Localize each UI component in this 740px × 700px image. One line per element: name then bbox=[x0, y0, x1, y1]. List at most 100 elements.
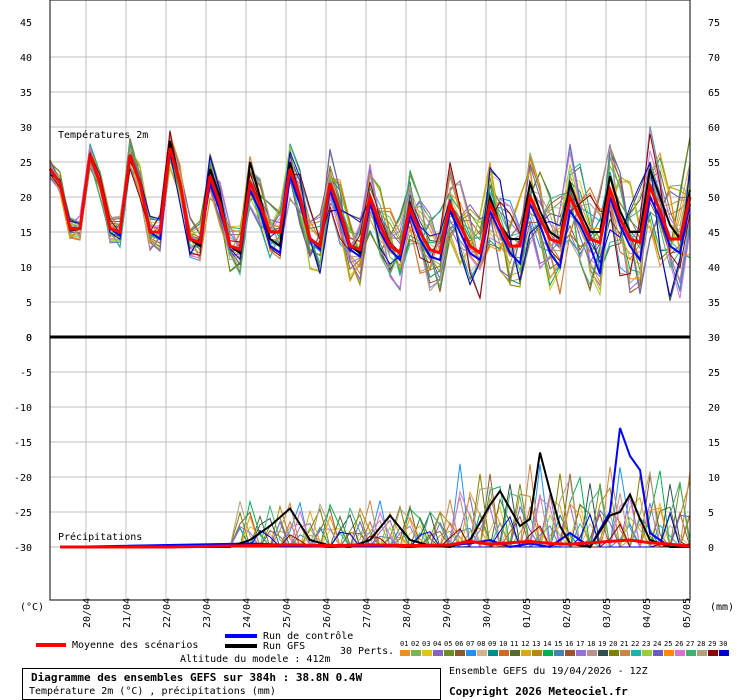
date-tick: 30/04 bbox=[482, 598, 493, 628]
pert-id: 08 bbox=[477, 640, 486, 648]
perts-label: 30 Perts. bbox=[340, 646, 395, 657]
legend-mean: Moyenne des scénarios bbox=[36, 640, 198, 651]
run-label: Ensemble GEFS du 19/04/2026 - 12Z bbox=[449, 666, 648, 677]
precip-ytick-left: -25 bbox=[14, 508, 32, 519]
pert-swatch bbox=[455, 650, 465, 656]
pert-id: 28 bbox=[697, 640, 706, 648]
altitude-label: Altitude du modele : 412m bbox=[180, 654, 331, 665]
date-tick: 01/05 bbox=[522, 598, 533, 628]
pert-id: 11 bbox=[510, 640, 519, 648]
pert-id: 23 bbox=[642, 640, 651, 648]
temp-ytick-right: 65 bbox=[708, 88, 720, 99]
pert-swatch bbox=[653, 650, 663, 656]
date-tick: 20/04 bbox=[82, 598, 93, 628]
date-tick: 25/04 bbox=[282, 598, 293, 628]
pert-id: 21 bbox=[620, 640, 629, 648]
ylabel-left: (°C) bbox=[20, 602, 44, 613]
temp-ytick-right: 45 bbox=[708, 228, 720, 239]
precip-ytick-right: 0 bbox=[708, 543, 714, 554]
pert-id: 16 bbox=[565, 640, 574, 648]
temp-ytick-left: 20 bbox=[20, 193, 32, 204]
temp-ytick-right: 75 bbox=[708, 18, 720, 29]
pert-swatch bbox=[488, 650, 498, 656]
pert-id: 24 bbox=[653, 640, 662, 648]
date-tick: 26/04 bbox=[322, 598, 333, 628]
copyright-label: Copyright 2026 Meteociel.fr bbox=[449, 685, 628, 698]
pert-id: 25 bbox=[664, 640, 673, 648]
precip-series-mean bbox=[60, 538, 691, 549]
precip-ytick-left: -30 bbox=[14, 543, 32, 554]
pert-id: 19 bbox=[598, 640, 607, 648]
precip-ytick-right: 10 bbox=[708, 473, 720, 484]
pert-id: 10 bbox=[499, 640, 508, 648]
pert-swatch bbox=[532, 650, 542, 656]
footer-title: Diagramme des ensembles GEFS sur 384h : … bbox=[31, 671, 363, 684]
pert-id: 20 bbox=[609, 640, 618, 648]
pert-id: 18 bbox=[587, 640, 596, 648]
pert-id: 12 bbox=[521, 640, 530, 648]
pert-swatch bbox=[499, 650, 509, 656]
pert-id: 07 bbox=[466, 640, 475, 648]
pert-swatch bbox=[708, 650, 718, 656]
pert-swatch bbox=[510, 650, 520, 656]
date-tick: 23/04 bbox=[202, 598, 213, 628]
temp-series-mean bbox=[48, 147, 692, 256]
precip-ytick-left: -20 bbox=[14, 473, 32, 484]
legend-gfs: Run GFS bbox=[225, 641, 305, 652]
pert-swatch bbox=[422, 650, 432, 656]
pert-id: 01 bbox=[400, 640, 409, 648]
pert-swatch bbox=[433, 650, 443, 656]
pert-id: 04 bbox=[433, 640, 442, 648]
pert-swatch bbox=[543, 650, 553, 656]
grid-lines bbox=[50, 0, 690, 600]
date-tick: 21/04 bbox=[122, 598, 133, 628]
precip-ytick-right: 15 bbox=[708, 438, 720, 449]
pert-swatch bbox=[565, 650, 575, 656]
date-tick: 24/04 bbox=[242, 598, 253, 628]
pert-swatch bbox=[642, 650, 652, 656]
precip-ytick-left: -15 bbox=[14, 438, 32, 449]
plot-frames bbox=[49, 0, 691, 601]
pert-swatch bbox=[631, 650, 641, 656]
temp-panel-title: Températures 2m bbox=[58, 129, 148, 141]
date-tick: 27/04 bbox=[362, 598, 373, 628]
control-swatch bbox=[225, 634, 257, 638]
legend-control-label: Run de contrôle bbox=[263, 631, 354, 642]
pert-id: 05 bbox=[444, 640, 453, 648]
temp-ytick-right: 50 bbox=[708, 193, 720, 204]
pert-swatch bbox=[719, 650, 729, 656]
temp-ytick-left: 0 bbox=[26, 333, 32, 344]
pert-swatch bbox=[444, 650, 454, 656]
temp-ytick-right: 70 bbox=[708, 53, 720, 64]
pert-swatch bbox=[686, 650, 696, 656]
temp-ytick-left: 35 bbox=[20, 88, 32, 99]
temp-ytick-right: 35 bbox=[708, 298, 720, 309]
temp-ytick-left: 5 bbox=[26, 298, 32, 309]
pert-id: 30 bbox=[719, 640, 728, 648]
temp-ytick-left: 25 bbox=[20, 158, 32, 169]
temp-ytick-left: 10 bbox=[20, 263, 32, 274]
date-tick: 29/04 bbox=[442, 598, 453, 628]
pert-id: 15 bbox=[554, 640, 563, 648]
gefs-ensemble-chart: 4540353025201510507570656055504540350-5-… bbox=[14, 0, 734, 628]
footer-info-box: Diagramme des ensembles GEFS sur 384h : … bbox=[22, 668, 441, 700]
gfs-swatch bbox=[225, 644, 257, 648]
footer-subtitle: Température 2m (°C) , précipitations (mm… bbox=[29, 686, 276, 697]
mean-swatch bbox=[36, 643, 66, 647]
pert-swatch bbox=[477, 650, 487, 656]
temp-ytick-left: 40 bbox=[20, 53, 32, 64]
date-tick: 22/04 bbox=[162, 598, 173, 628]
pert-swatch bbox=[400, 650, 410, 656]
legend-mean-label: Moyenne des scénarios bbox=[72, 640, 199, 651]
temp-ytick-right: 55 bbox=[708, 158, 720, 169]
temp-pert-line bbox=[49, 143, 691, 295]
precip-ytick-left: -5 bbox=[20, 368, 32, 379]
precip-series-gfs bbox=[60, 452, 690, 549]
pert-id: 09 bbox=[488, 640, 497, 648]
pert-swatch bbox=[576, 650, 586, 656]
legend-gfs-label: Run GFS bbox=[263, 641, 306, 652]
pert-id: 03 bbox=[422, 640, 431, 648]
pert-id: 14 bbox=[543, 640, 552, 648]
precip-ytick-right: 25 bbox=[708, 368, 720, 379]
pert-id: 26 bbox=[675, 640, 684, 648]
